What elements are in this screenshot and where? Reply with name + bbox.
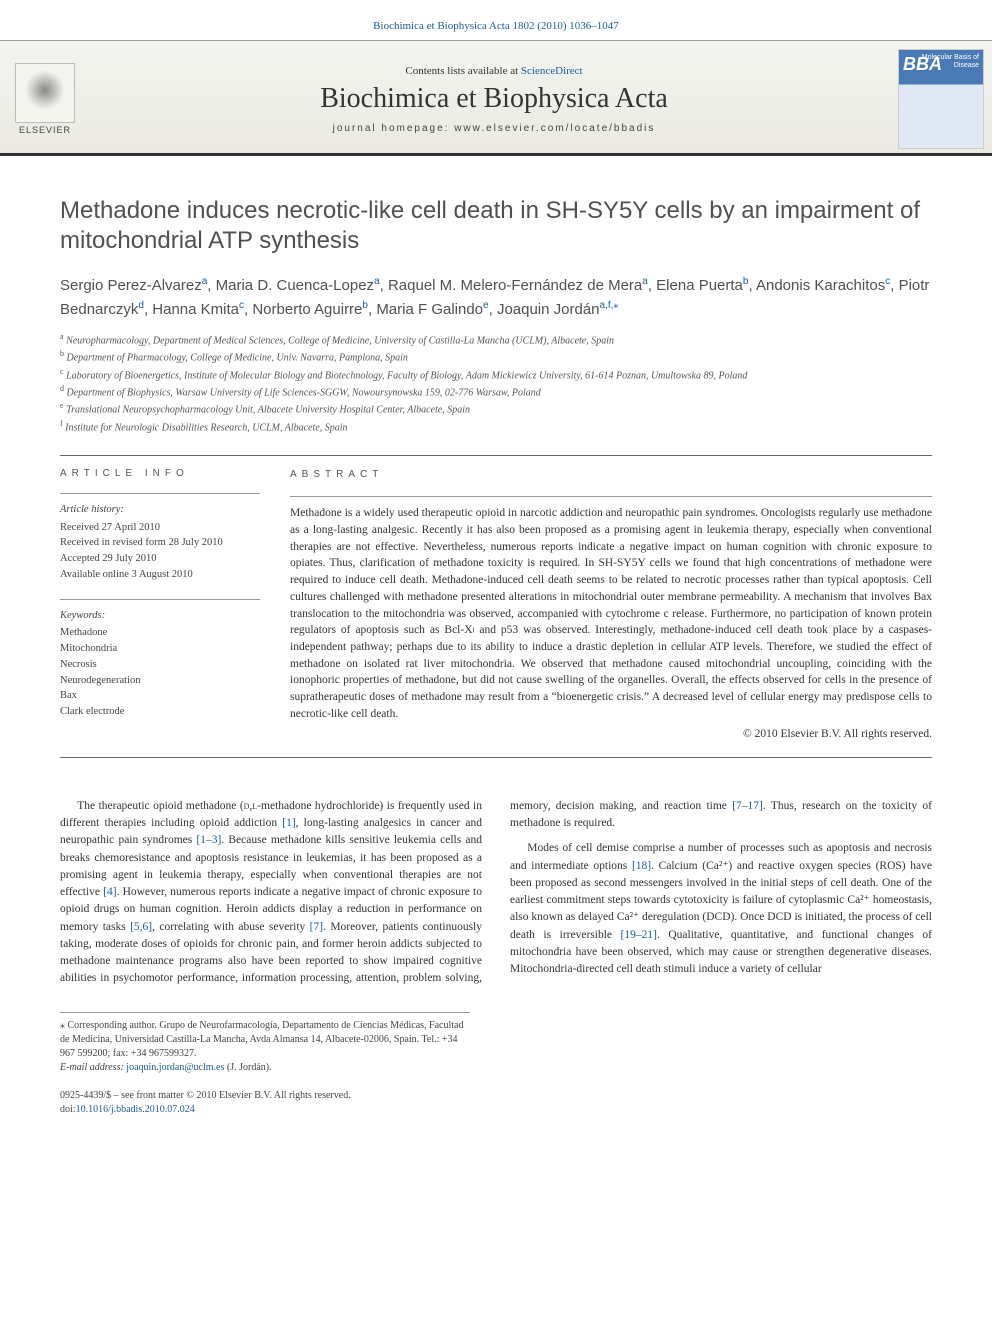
email-footnote: E-mail address: joaquin.jordan@uclm.es (… (60, 1061, 470, 1075)
affiliation: f Institute for Neurologic Disabilities … (60, 418, 932, 435)
history-line: Available online 3 August 2010 (60, 567, 260, 583)
affiliation: c Laboratory of Bioenergetics, Institute… (60, 366, 932, 383)
author-list: Sergio Perez-Alvareza, Maria D. Cuenca-L… (60, 274, 932, 321)
footnotes: ⁎ Corresponding author. Grupo de Neurofa… (60, 1012, 470, 1075)
citation-link[interactable]: [1–3] (196, 834, 221, 846)
author: Andonis Karachitosc (756, 277, 890, 294)
separator (60, 757, 932, 758)
keyword: Neurodegeneration (60, 673, 260, 689)
journal-name: Biochimica et Biophysica Acta (90, 83, 898, 115)
author: Sergio Perez-Alvareza (60, 277, 207, 294)
citation-link[interactable]: [7–17] (732, 800, 763, 812)
contents-prefix: Contents lists available at (405, 65, 520, 77)
doi-line: doi:10.1016/j.bbadis.2010.07.024 (60, 1103, 932, 1117)
affiliation: d Department of Biophysics, Warsaw Unive… (60, 383, 932, 400)
abstract-label: ABSTRACT (290, 468, 932, 483)
author: Hanna Kmitac (152, 301, 244, 318)
article-history: Article history: Received 27 April 2010 … (60, 502, 260, 583)
author: Maria F Galindoe (376, 301, 488, 318)
separator (60, 455, 932, 456)
author: Elena Puertab (656, 277, 748, 294)
affiliations: a Neuropharmacology, Department of Medic… (60, 331, 932, 435)
separator (60, 493, 260, 494)
corresponding-footnote: ⁎ Corresponding author. Grupo de Neurofa… (60, 1019, 470, 1061)
citation-link[interactable]: [19–21] (621, 929, 657, 941)
sciencedirect-link[interactable]: ScienceDirect (521, 65, 583, 77)
author: Joaquin Jordána,f,⁎ (497, 301, 618, 318)
citation-link[interactable]: [5,6] (130, 921, 152, 933)
body-paragraph: Modes of cell demise comprise a number o… (510, 840, 932, 978)
abstract-copyright: © 2010 Elsevier B.V. All rights reserved… (290, 726, 932, 743)
cover-sub-text: Molecular Basis of Disease (899, 54, 979, 69)
body-text-columns: The therapeutic opioid methadone (d,l-me… (60, 798, 932, 988)
history-line: Received in revised form 28 July 2010 (60, 535, 260, 551)
affiliation: e Translational Neuropsychopharmacology … (60, 400, 932, 417)
affiliation: a Neuropharmacology, Department of Medic… (60, 331, 932, 348)
citation-link[interactable]: [1] (282, 817, 295, 829)
abstract-column: ABSTRACT Methadone is a widely used ther… (290, 468, 932, 743)
elsevier-tree-icon (15, 63, 75, 123)
citation-link[interactable]: [7] (310, 921, 323, 933)
affiliation: b Department of Pharmacology, College of… (60, 348, 932, 365)
author: Maria D. Cuenca-Lopeza (216, 277, 380, 294)
article-info-label: ARTICLE INFO (60, 468, 260, 479)
front-matter-line: 0925-4439/$ – see front matter © 2010 El… (60, 1089, 932, 1103)
journal-cover-thumbnail: BBA Molecular Basis of Disease (898, 49, 984, 149)
elsevier-word: ELSEVIER (19, 125, 71, 135)
history-head: Article history: (60, 502, 260, 518)
article-body: Methadone induces necrotic-like cell dea… (0, 156, 992, 1147)
separator (290, 496, 932, 497)
author: Norberto Aguirreb (252, 301, 368, 318)
journal-header: ELSEVIER Contents lists available at Sci… (0, 40, 992, 156)
citation-link[interactable]: [4] (103, 886, 116, 898)
journal-homepage: journal homepage: www.elsevier.com/locat… (90, 123, 898, 134)
elsevier-logo: ELSEVIER (0, 63, 90, 135)
keyword: Bax (60, 688, 260, 704)
citation-text: 1802 (2010) 1036–1047 (512, 20, 618, 32)
info-abstract-row: ARTICLE INFO Article history: Received 2… (60, 468, 932, 743)
keyword: Mitochondria (60, 641, 260, 657)
doi-block: 0925-4439/$ – see front matter © 2010 El… (60, 1089, 932, 1117)
author-aff-link[interactable]: a,f, (600, 300, 614, 311)
email-link[interactable]: joaquin.jordan@uclm.es (126, 1062, 224, 1073)
article-title: Methadone induces necrotic-like cell dea… (60, 196, 932, 256)
header-center: Contents lists available at ScienceDirec… (90, 65, 898, 134)
citation-link[interactable]: [18] (632, 860, 651, 872)
keywords-block: Keywords: Methadone Mitochondria Necrosi… (60, 608, 260, 720)
article-info-column: ARTICLE INFO Article history: Received 2… (60, 468, 260, 743)
keyword: Methadone (60, 625, 260, 641)
doi-link[interactable]: 10.1016/j.bbadis.2010.07.024 (76, 1104, 195, 1115)
keyword: Clark electrode (60, 704, 260, 720)
history-line: Accepted 29 July 2010 (60, 551, 260, 567)
corresponding-author-link[interactable]: ⁎ (613, 300, 618, 311)
abstract-text: Methadone is a widely used therapeutic o… (290, 505, 932, 722)
keywords-head: Keywords: (60, 608, 260, 624)
history-line: Received 27 April 2010 (60, 520, 260, 536)
journal-link-top[interactable]: Biochimica et Biophysica Acta (373, 20, 510, 32)
separator (60, 599, 260, 600)
contents-line: Contents lists available at ScienceDirec… (90, 65, 898, 77)
top-citation-bar: Biochimica et Biophysica Acta 1802 (2010… (0, 0, 992, 40)
author: Raquel M. Melero-Fernández de Meraa (388, 277, 648, 294)
keyword: Necrosis (60, 657, 260, 673)
